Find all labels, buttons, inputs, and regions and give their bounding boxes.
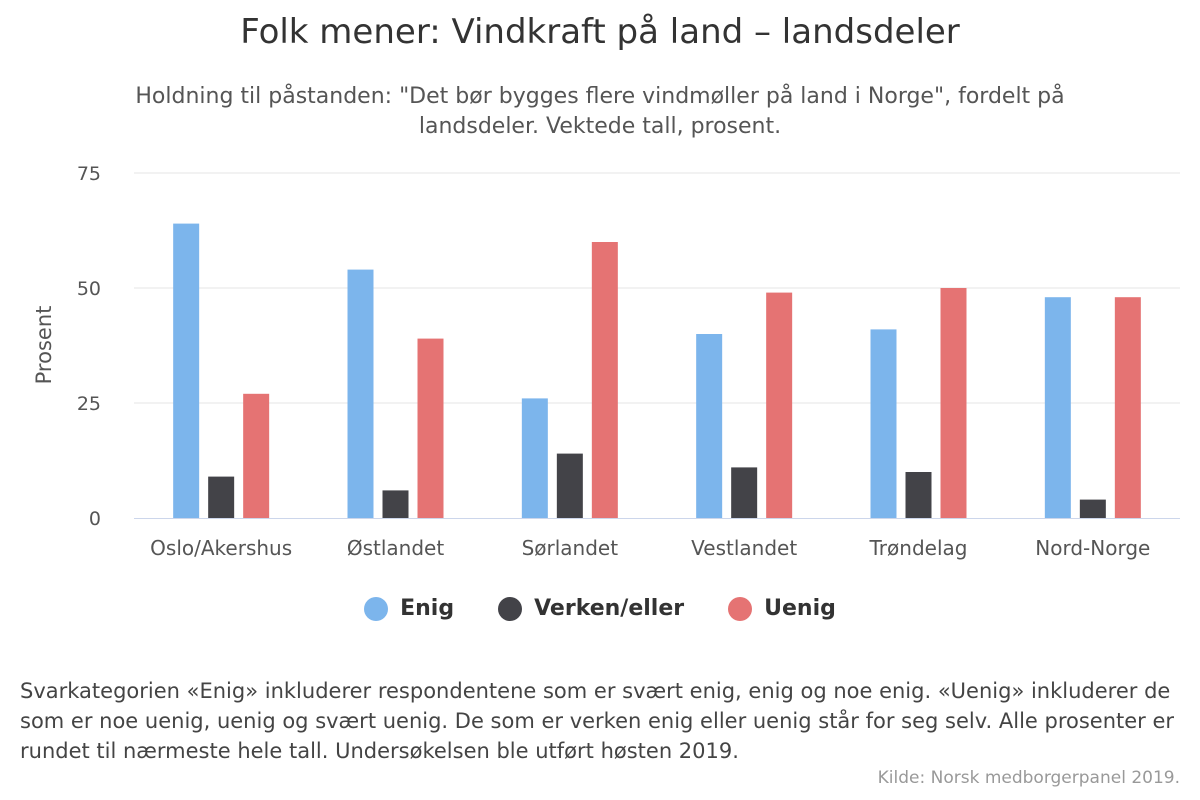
footnote: Svarkategorien «Enig» inkluderer respond… xyxy=(20,679,1175,763)
bar-uenig-5[interactable] xyxy=(1114,297,1141,518)
grid xyxy=(134,172,1180,404)
bar-enig-2[interactable] xyxy=(521,398,548,518)
bar-enig-4[interactable] xyxy=(870,329,897,518)
bar-enig-1[interactable] xyxy=(347,269,374,518)
x-axis-ticks: Oslo/Akershus Østlandet Sørlandet Vestlande… xyxy=(150,536,1150,560)
legend-label-enig: Enig xyxy=(400,596,455,621)
legend-label-verken-eller: Verken/eller xyxy=(534,596,685,621)
legend-item-enig[interactable]: Enig xyxy=(364,596,454,621)
y-tick-label: 0 xyxy=(89,508,101,530)
y-tick-label: 25 xyxy=(77,393,101,415)
bar-enig-5[interactable] xyxy=(1044,297,1071,518)
legend-marker-verken-eller xyxy=(498,596,523,621)
x-tick-label: Østlandet xyxy=(347,536,444,560)
legend-marker-uenig xyxy=(728,596,753,621)
bar-chart: 0 25 50 75 Prosent Oslo/Akershus Østlandet Sø… xyxy=(32,163,1180,560)
bar-verken-eller-4[interactable] xyxy=(905,472,932,518)
chart-title: Folk mener: Vindkraft på land – landsdel… xyxy=(240,12,960,52)
bar-verken-eller-3[interactable] xyxy=(731,467,758,518)
bar-uenig-3[interactable] xyxy=(766,292,793,518)
bar-uenig-1[interactable] xyxy=(417,338,444,518)
legend: Enig Verken/eller Uenig xyxy=(0,596,1200,621)
x-tick-label: Trøndelag xyxy=(869,536,968,560)
bar-enig-0[interactable] xyxy=(173,223,200,518)
x-tick-label: Vestlandet xyxy=(691,536,797,560)
y-axis-label: Prosent xyxy=(32,306,56,385)
bar-verken-eller-2[interactable] xyxy=(556,453,583,518)
x-tick-label: Nord-Norge xyxy=(1035,536,1150,560)
bar-uenig-2[interactable] xyxy=(591,242,618,518)
x-tick-label: Oslo/Akershus xyxy=(150,536,292,560)
legend-item-uenig[interactable]: Uenig xyxy=(728,596,836,621)
legend-item-verken-eller[interactable]: Verken/eller xyxy=(498,596,684,621)
bar-verken-eller-1[interactable] xyxy=(382,490,409,518)
bar-uenig-4[interactable] xyxy=(940,288,967,518)
bar-uenig-0[interactable] xyxy=(243,393,270,518)
y-tick-label: 75 xyxy=(77,163,101,185)
bars xyxy=(173,223,1141,518)
legend-marker-enig xyxy=(364,596,389,621)
bar-verken-eller-5[interactable] xyxy=(1079,499,1106,518)
bar-enig-3[interactable] xyxy=(696,334,723,518)
legend-label-uenig: Uenig xyxy=(764,596,836,621)
chart-subtitle: Holdning til påstanden: "Det bør bygges … xyxy=(135,84,1065,139)
source-credit[interactable]: Kilde: Norsk medborgerpanel 2019. xyxy=(877,768,1180,788)
y-tick-label: 50 xyxy=(77,278,101,300)
x-tick-label: Sørlandet xyxy=(522,536,619,560)
bar-verken-eller-0[interactable] xyxy=(208,476,235,518)
y-axis-ticks: 0 25 50 75 xyxy=(77,163,101,530)
